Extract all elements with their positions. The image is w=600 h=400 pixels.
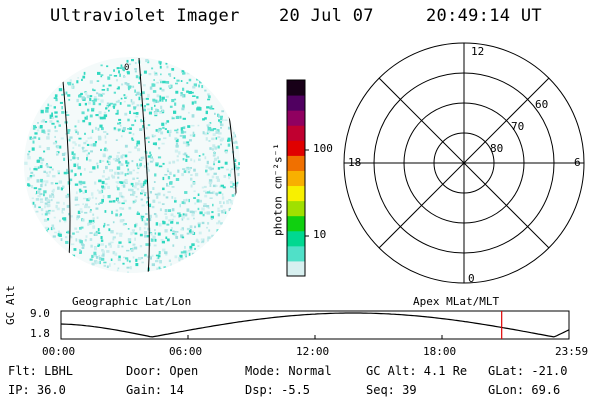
time-tick-0000: 00:00 [42,345,76,358]
app-title: Ultraviolet Imager [50,6,240,26]
lat-label-80: 80 [490,142,504,155]
gc-alt-readout: GC Alt: 4.1 Re [366,364,468,378]
colorbar-unit-label: photon cm⁻²s⁻¹ [271,143,285,236]
colorbar-cell [287,200,305,217]
mode-readout: Mode: Normal [245,364,332,378]
gain-readout: Gain: 14 [126,383,184,397]
dsp-readout: Dsp: -5.5 [245,383,311,397]
colorbar-cell [287,185,305,202]
mlt-label-18: 18 [348,156,362,169]
filter-readout: Flt: LBHL [8,364,74,378]
colorbar-tick-10: 10 [313,228,327,241]
date-label: 20 Jul 07 [279,6,374,26]
glat-readout: GLat: -21.0 [488,364,568,378]
time-tick-1200: 12:00 [296,345,330,358]
lat-label-60: 60 [535,98,549,111]
alt-ymin: 1.8 [30,327,50,340]
colorbar-cell [287,95,305,111]
colorbar-cell [287,245,305,262]
time-tick-2359: 23:59 [555,345,589,358]
longitude-line [138,57,150,273]
time-label: 20:49:14 UT [426,6,542,26]
door-readout: Door: Open [126,364,199,378]
apex-label: Apex MLat/MLT [413,295,500,308]
time-tick-1800: 18:00 [423,345,457,358]
seq-readout: Seq: 39 [366,383,417,397]
mlt-label-6: 6 [574,156,581,169]
glon-readout: GLon: 69.6 [488,383,561,397]
polar-grid [343,42,585,284]
colorbar-cell [287,110,305,126]
ip-readout: IP: 36.0 [8,383,66,397]
mlt-label-12: 12 [471,45,485,58]
colorbar-cell [287,170,305,187]
alt-ymax: 9.0 [30,307,50,320]
colorbar-cell [287,80,305,96]
colorbar-cell [287,125,305,141]
mlt-label-0: 0 [468,272,475,285]
time-tick-0600: 06:00 [169,345,203,358]
color-bar [286,79,309,277]
colorbar-cell [287,140,305,156]
colorbar-cell [287,260,305,277]
colorbar-cell [287,215,305,232]
altitude-strip [60,310,570,340]
lat-label-70: 70 [511,120,525,133]
colorbar-cell [287,230,305,247]
pole-marker: 0 [124,63,129,73]
colorbar-tick-100: 100 [313,142,333,155]
alt-axis-label: GC Alt [4,285,17,325]
geographic-label: Geographic Lat/Lon [72,295,192,308]
colorbar-cell [287,155,305,171]
uv-image-disk: 0 [24,57,240,273]
